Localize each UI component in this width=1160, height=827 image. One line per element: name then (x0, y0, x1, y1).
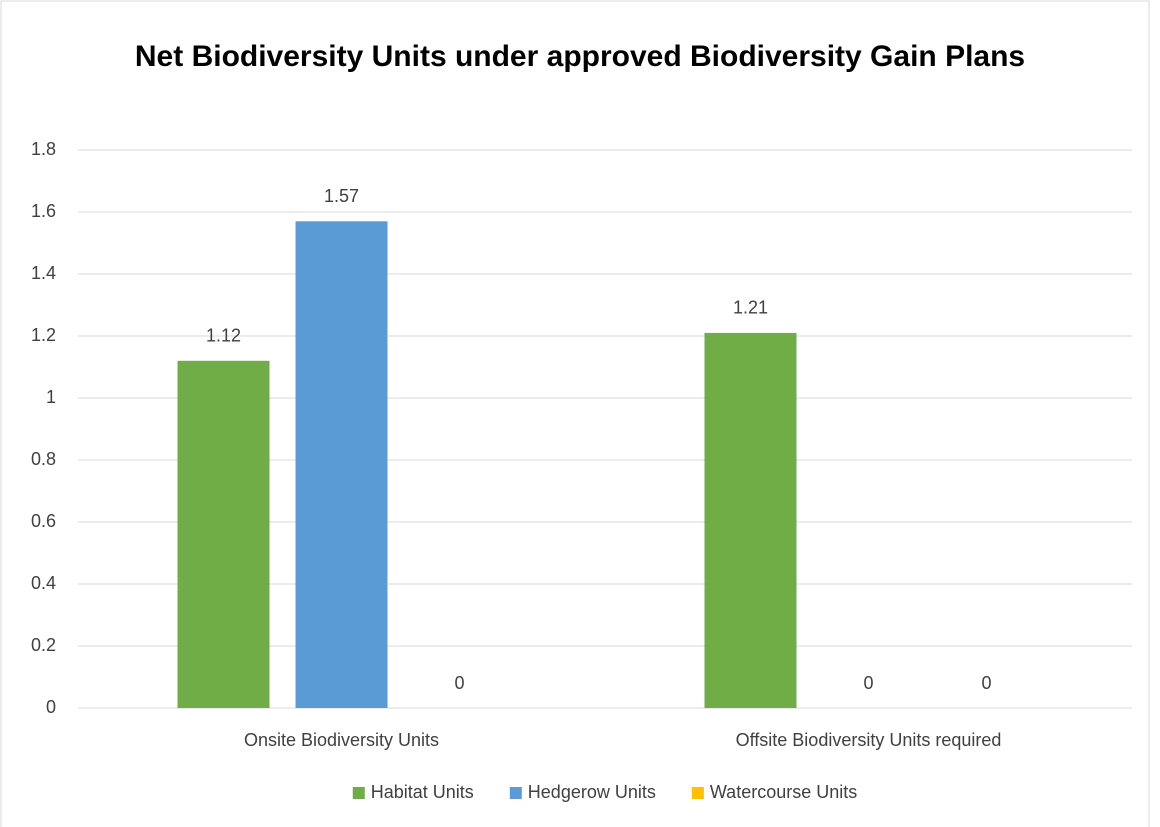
data-label: 0 (863, 673, 873, 693)
data-label: 0 (981, 673, 991, 693)
data-label: 1.57 (324, 186, 359, 206)
y-tick-label: 0.6 (31, 511, 56, 531)
x-tick-label: Offsite Biodiversity Units required (736, 730, 1002, 750)
legend-label: Watercourse Units (710, 782, 857, 802)
legend-label: Habitat Units (371, 782, 474, 802)
chart-title: Net Biodiversity Units under approved Bi… (134, 40, 1026, 73)
data-label: 0 (454, 673, 464, 693)
y-tick-label: 1.2 (31, 325, 56, 345)
data-label: 1.21 (733, 298, 768, 318)
x-tick-label: Onsite Biodiversity Units (244, 730, 439, 750)
legend-swatch (352, 787, 365, 799)
y-tick-label: 1.8 (31, 139, 56, 159)
data-label: 1.12 (206, 326, 241, 346)
legend-swatch (691, 787, 704, 799)
y-tick-label: 0 (46, 697, 56, 717)
y-tick-label: 0.4 (31, 573, 56, 593)
y-tick-label: 0.2 (31, 635, 56, 655)
y-tick-label: 1 (46, 387, 56, 407)
legend-label: Hedgerow Units (528, 782, 656, 802)
bar (177, 360, 270, 708)
bar (704, 332, 797, 708)
bar (295, 221, 388, 709)
y-tick-label: 0.8 (31, 449, 56, 469)
y-tick-label: 1.6 (31, 201, 56, 221)
y-tick-label: 1.4 (31, 263, 56, 283)
legend-swatch (509, 787, 522, 799)
